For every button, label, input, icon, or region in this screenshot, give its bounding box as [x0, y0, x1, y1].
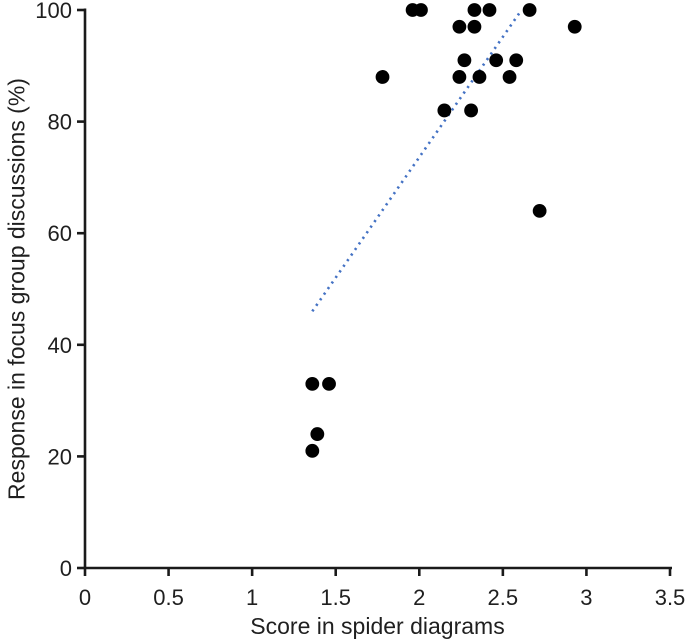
data-point: [375, 70, 390, 84]
data-point: [489, 53, 504, 68]
trendline: [311, 12, 521, 313]
data-point: [457, 53, 472, 68]
data-point: [509, 53, 524, 68]
data-point: [414, 3, 428, 17]
data-point: [522, 3, 537, 17]
data-point: [452, 19, 467, 34]
data-point: [532, 203, 547, 218]
data-point: [322, 376, 336, 391]
data-point: [567, 19, 582, 34]
x-tick-label: 2.5: [488, 585, 519, 610]
data-point: [452, 70, 467, 84]
data-point: [437, 103, 452, 118]
data-point: [310, 427, 325, 441]
y-tick-label: 100: [35, 0, 72, 23]
y-axis-title: Response in focus group discussions (%): [3, 78, 30, 500]
y-tick-label: 20: [48, 444, 72, 469]
x-tick-label: 3.5: [655, 585, 685, 610]
data-point: [464, 103, 478, 118]
x-tick-label: 1: [246, 585, 258, 610]
y-tick-label: 60: [48, 221, 72, 246]
x-tick-label: 0: [79, 585, 91, 610]
data-point: [502, 70, 517, 84]
x-tick-label: 2: [413, 585, 425, 610]
x-tick-label: 1.5: [320, 585, 351, 610]
data-point: [467, 19, 482, 34]
y-tick-label: 40: [48, 333, 72, 358]
x-tick-label: 3: [580, 585, 592, 610]
data-point: [472, 70, 487, 84]
data-point: [305, 443, 320, 458]
data-point: [467, 3, 482, 17]
x-axis-title: Score in spider diagrams: [250, 613, 505, 639]
y-tick-label: 80: [48, 110, 72, 135]
x-tick-label: 0.5: [153, 585, 184, 610]
data-point: [305, 376, 320, 391]
y-tick-label: 0: [60, 556, 72, 581]
data-point: [482, 3, 497, 17]
